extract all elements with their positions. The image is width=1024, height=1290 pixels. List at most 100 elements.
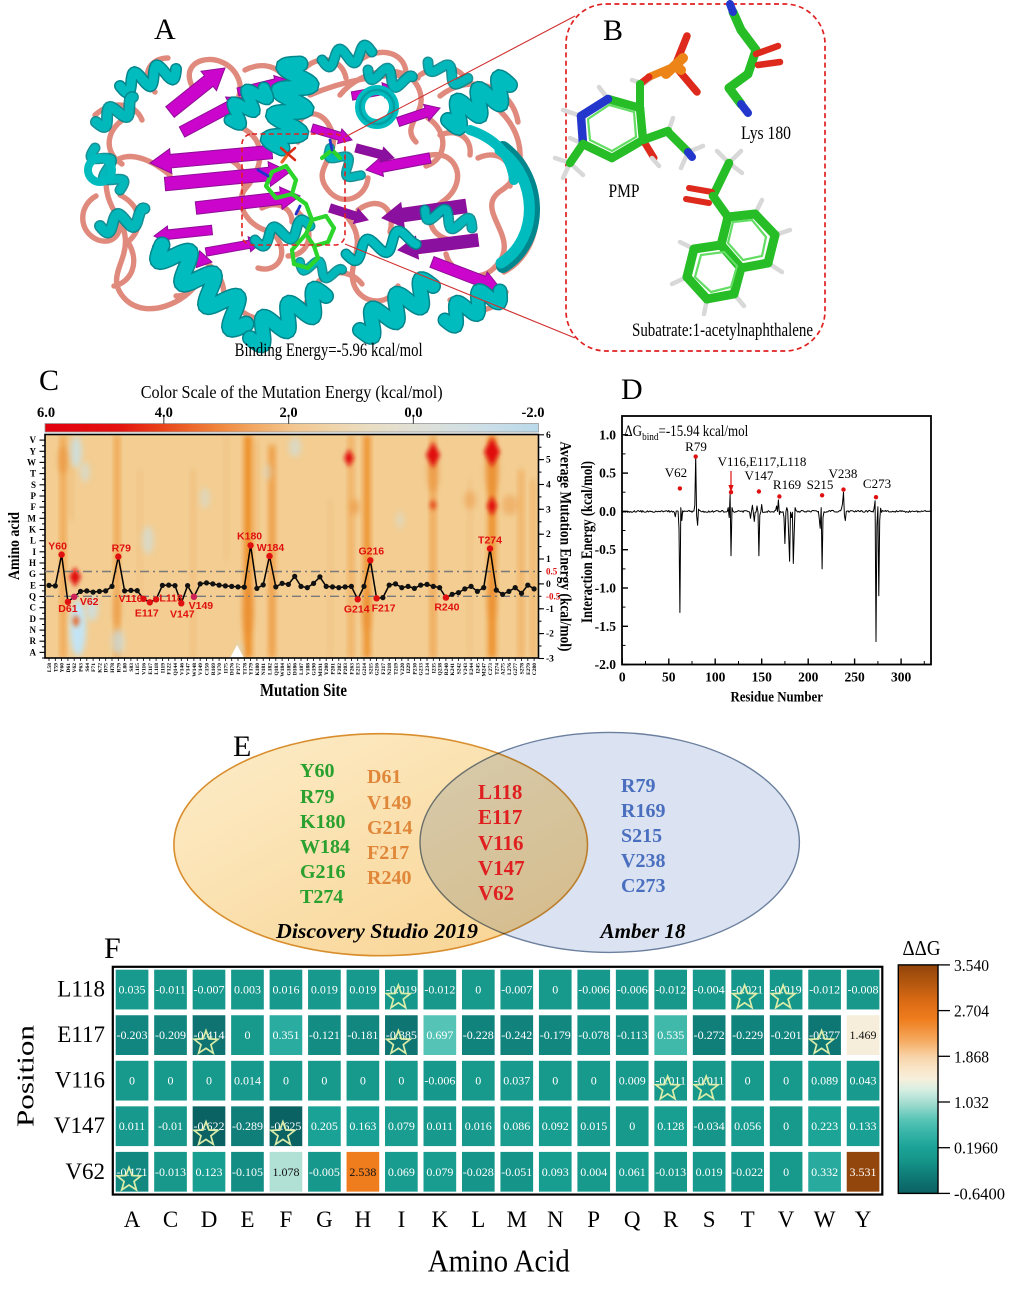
svg-text:0.016: 0.016: [465, 1119, 492, 1133]
svg-text:F217: F217: [381, 663, 387, 675]
svg-text:-0.272: -0.272: [694, 1028, 725, 1042]
svg-text:0: 0: [546, 580, 551, 590]
svg-text:Binding Energy=-5.96 kcal/mol: Binding Energy=-5.96 kcal/mol: [235, 340, 423, 361]
svg-text:E213: E213: [356, 663, 362, 675]
svg-text:0.089: 0.089: [811, 1074, 838, 1088]
svg-text:-0.013: -0.013: [155, 1165, 186, 1179]
svg-text:0.093: 0.093: [542, 1165, 569, 1179]
svg-text:-0.121: -0.121: [309, 1028, 340, 1042]
svg-text:T274: T274: [300, 886, 343, 908]
svg-text:I229: I229: [406, 663, 412, 674]
svg-text:-0.028: -0.028: [463, 1165, 494, 1179]
svg-text:D: D: [201, 1207, 218, 1232]
svg-text:R169: R169: [211, 663, 217, 675]
svg-text:0: 0: [321, 1074, 327, 1088]
svg-text:D176: D176: [230, 663, 236, 675]
svg-text:R79: R79: [685, 439, 707, 454]
svg-text:E: E: [240, 1207, 254, 1232]
svg-text:S215: S215: [621, 825, 662, 847]
svg-text:P: P: [587, 1207, 600, 1232]
svg-text:L80: L80: [123, 663, 129, 672]
svg-text:S: S: [31, 480, 36, 490]
svg-text:-2: -2: [546, 630, 554, 640]
svg-text:0.014: 0.014: [234, 1074, 261, 1088]
svg-text:300: 300: [891, 670, 912, 685]
svg-text:-0.181: -0.181: [347, 1028, 378, 1042]
svg-text:W148: W148: [192, 663, 198, 677]
svg-text:L: L: [471, 1207, 485, 1232]
svg-text:F202: F202: [337, 663, 343, 675]
svg-text:0: 0: [745, 1074, 751, 1088]
svg-text:0.011: 0.011: [119, 1119, 146, 1133]
svg-text:V170: V170: [217, 663, 223, 675]
svg-text:P203: P203: [343, 663, 349, 675]
svg-text:V116: V116: [119, 593, 143, 605]
svg-text:-0.242: -0.242: [501, 1028, 532, 1042]
svg-text:C273: C273: [863, 476, 891, 491]
svg-text:0.035: 0.035: [119, 983, 146, 997]
svg-text:0.0: 0.0: [404, 405, 422, 421]
svg-text:P: P: [31, 491, 37, 501]
svg-text:-0.006: -0.006: [424, 1074, 455, 1088]
svg-text:Y: Y: [855, 1207, 872, 1232]
svg-text:Amber 18: Amber 18: [598, 919, 686, 943]
svg-text:F122: F122: [167, 663, 173, 675]
svg-text:0: 0: [244, 1028, 250, 1042]
svg-text:W184: W184: [300, 836, 350, 858]
svg-text:C: C: [30, 603, 37, 613]
svg-text:0.128: 0.128: [657, 1119, 684, 1133]
svg-text:-0.006: -0.006: [578, 983, 609, 997]
svg-text:S215: S215: [368, 663, 374, 675]
svg-text:S242: S242: [457, 663, 463, 675]
svg-text:R240: R240: [444, 663, 450, 675]
svg-text:D61: D61: [58, 603, 77, 615]
svg-text:H: H: [29, 558, 36, 568]
svg-text:0.016: 0.016: [272, 983, 299, 997]
svg-text:-0.007: -0.007: [193, 983, 224, 997]
svg-text:0.037: 0.037: [503, 1074, 530, 1088]
svg-text:0: 0: [552, 983, 558, 997]
svg-text:E117: E117: [135, 607, 159, 619]
svg-text:V147: V147: [170, 608, 195, 620]
svg-text:-0.209: -0.209: [155, 1028, 186, 1042]
svg-text:0.011: 0.011: [427, 1119, 454, 1133]
svg-text:M: M: [507, 1207, 527, 1232]
svg-text:1.0: 1.0: [599, 427, 616, 442]
svg-text:S278: S278: [520, 663, 526, 675]
svg-text:L182: L182: [268, 663, 274, 675]
svg-text:0: 0: [783, 1119, 789, 1133]
svg-text:-0.203: -0.203: [117, 1028, 148, 1042]
svg-text:3.531: 3.531: [850, 1165, 877, 1179]
svg-text:V146: V146: [179, 663, 185, 675]
svg-text:0.223: 0.223: [811, 1119, 838, 1133]
svg-text:E117: E117: [57, 1022, 105, 1047]
svg-text:Amino acid: Amino acid: [6, 512, 23, 580]
svg-text:S: S: [703, 1207, 716, 1232]
svg-text:-0.229: -0.229: [732, 1028, 763, 1042]
svg-text:L118: L118: [154, 663, 160, 675]
svg-text:T274: T274: [494, 663, 500, 675]
svg-text:0.009: 0.009: [619, 1074, 646, 1088]
svg-text:Y200: Y200: [324, 663, 330, 675]
svg-text:R79: R79: [621, 775, 655, 797]
svg-text:E244: E244: [469, 663, 475, 675]
svg-text:V147: V147: [745, 468, 774, 483]
svg-text:0.003: 0.003: [234, 983, 261, 997]
svg-text:D61: D61: [367, 766, 401, 788]
svg-text:Average Mutation Energy (kcal/: Average Mutation Energy (kcal/mol): [557, 442, 574, 652]
svg-text:F: F: [104, 932, 121, 965]
svg-text:E: E: [233, 730, 251, 763]
svg-text:E117: E117: [148, 663, 154, 675]
svg-text:D186: D186: [293, 663, 299, 675]
svg-text:-1.5: -1.5: [595, 619, 617, 634]
svg-text:0: 0: [591, 1074, 597, 1088]
svg-text:V243: V243: [463, 663, 469, 675]
svg-text:R79: R79: [112, 543, 131, 555]
svg-text:-0.5: -0.5: [595, 542, 617, 557]
svg-text:-0.377: -0.377: [809, 1028, 840, 1042]
svg-text:0: 0: [783, 1165, 789, 1179]
svg-text:4: 4: [546, 481, 551, 491]
svg-text:0: 0: [475, 983, 481, 997]
svg-text:G216: G216: [300, 861, 346, 883]
svg-text:F: F: [280, 1207, 293, 1232]
